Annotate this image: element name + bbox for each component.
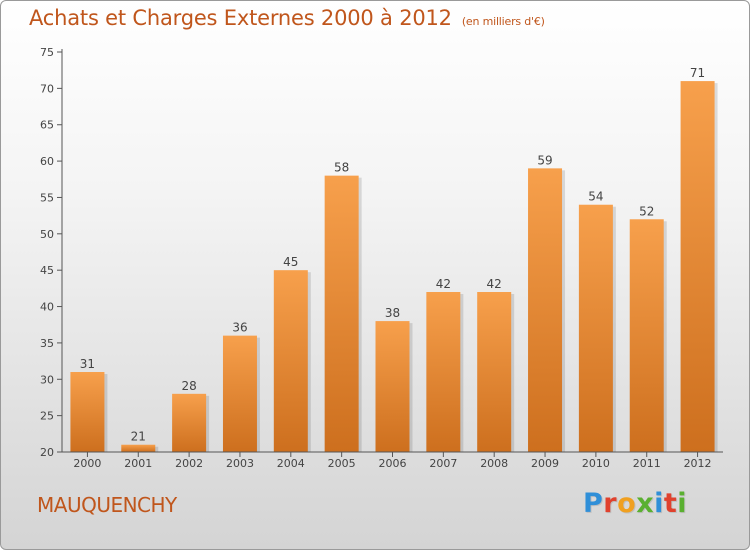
y-tick-label: 30 [40,373,54,386]
data-label: 52 [639,204,654,218]
proxiti-logo-letter: x [636,488,655,519]
bar [528,168,563,452]
commune-name: MAUQUENCHY [37,493,177,517]
x-tick-label: 2004 [277,457,305,470]
y-tick-label: 55 [40,191,54,204]
y-tick-label: 60 [40,155,54,168]
data-label: 36 [232,321,247,335]
bar [375,321,410,452]
x-tick-label: 2006 [379,457,407,470]
bar [172,393,207,452]
y-tick-label: 20 [40,446,54,459]
x-tick-label: 2002 [175,457,203,470]
bars: 31 21 28 36 45 58 38 42 42 59 54 52 71 [70,66,718,453]
proxiti-logo-letter: i [654,488,664,519]
y-tick-label: 25 [40,410,54,423]
data-label: 58 [334,161,349,175]
data-label: 71 [690,66,705,80]
data-label: 38 [385,306,400,320]
x-tick-label: 2008 [480,457,508,470]
data-label: 59 [537,153,552,167]
y-tick-label: 35 [40,337,54,350]
y-tick-label: 50 [40,228,54,241]
proxiti-logo-letter: o [617,488,637,519]
x-tick-label: 2003 [226,457,254,470]
bar [324,175,359,453]
y-tick-label: 75 [40,46,54,59]
x-tick-label: 2005 [328,457,356,470]
x-axis: 2000 2001 2002 2003 2004 2005 2006 2007 2008 2009… [62,451,723,470]
y-tick-label: 40 [40,301,54,314]
x-tick-label: 2010 [582,457,610,470]
bar [426,292,461,452]
bar [477,292,512,452]
bar [578,204,613,452]
data-label: 42 [436,277,451,291]
proxiti-logo-letter: i [677,488,688,519]
chart-title-text: Achats et Charges Externes 2000 à 2012 [29,6,452,30]
x-tick-label: 2011 [633,457,661,470]
chart-title: Achats et Charges Externes 2000 à 2012 (e… [29,6,545,30]
y-tick-label: 65 [40,119,54,132]
bar [680,81,715,452]
data-label: 21 [131,430,146,444]
data-label: 28 [181,379,196,393]
data-label: 45 [283,255,298,269]
data-label: 42 [487,277,502,291]
y-tick-label: 45 [40,264,54,277]
chart-subtitle: (en milliers d'€) [461,15,545,28]
bar [273,270,308,452]
proxiti-logo-letter: P [583,488,604,519]
y-tick-label: 70 [40,82,54,95]
bar [121,444,156,452]
x-tick-label: 2007 [429,457,457,470]
x-tick-label: 2000 [73,457,101,470]
bar [70,372,105,452]
proxiti-logo-letter: t [663,488,678,519]
y-axis: 20 25 30 35 40 45 50 55 60 65 70 75 [40,46,63,459]
proxiti-logo-letter: r [603,488,618,519]
data-label: 54 [588,190,603,204]
x-tick-label: 2001 [124,457,152,470]
bar [629,219,664,452]
x-tick-label: 2012 [684,457,712,470]
proxiti-logo: Proxiti [583,488,687,519]
data-label: 31 [80,357,95,371]
x-tick-label: 2009 [531,457,559,470]
bar [222,335,257,452]
